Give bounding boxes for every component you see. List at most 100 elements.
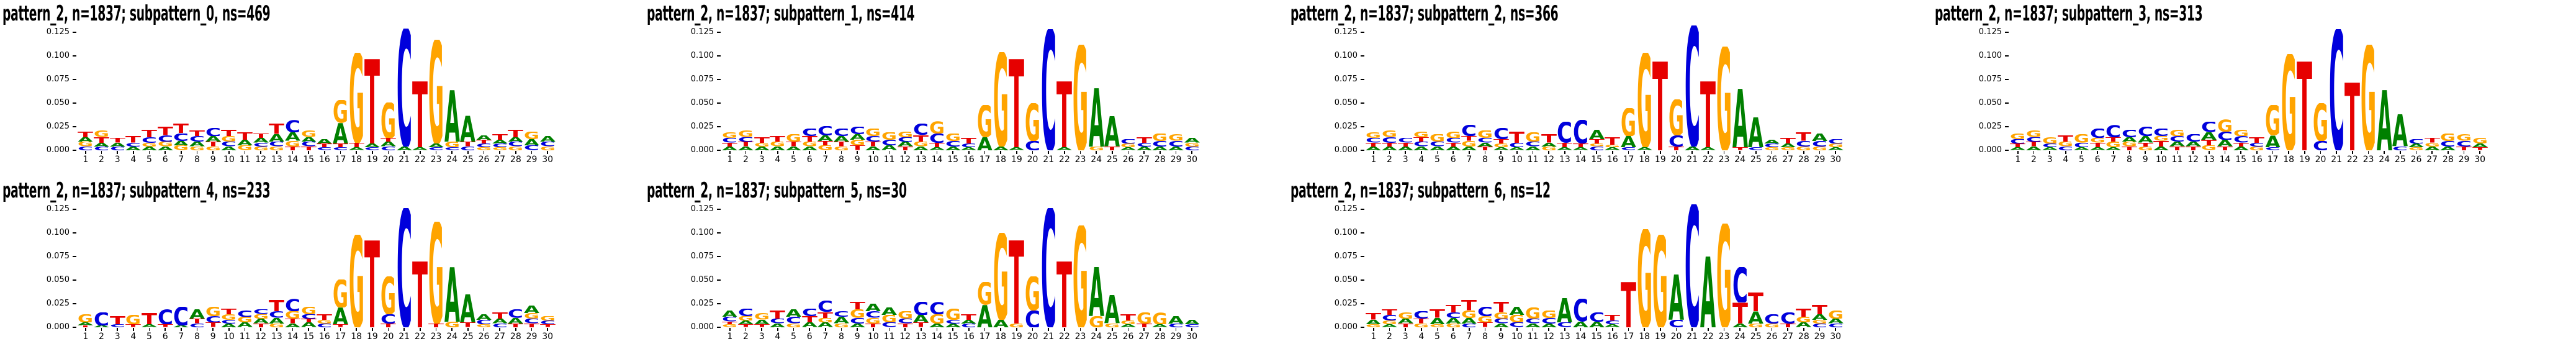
svg-text:C: C [1828, 139, 1844, 144]
logo-letter-C: C [253, 309, 269, 314]
x-tick-label: 27 [494, 155, 506, 165]
svg-text:G: G [2105, 142, 2121, 147]
svg-text:C: C [460, 147, 475, 150]
svg-text:G: G [269, 147, 284, 150]
x-tick-mark [340, 328, 341, 331]
logo-subplot-4: pattern_2, n=1837; subpattern_4, ns=233 0… [0, 177, 644, 354]
x-tick-mark [1143, 151, 1145, 154]
logo-letter-C: C [189, 324, 205, 327]
x-tick-label: 18 [1639, 155, 1651, 165]
logo-letter-A: A [2425, 147, 2440, 150]
x-tick-label: 18 [351, 332, 363, 342]
svg-text:G: G [2313, 103, 2328, 141]
svg-text:G: G [1828, 143, 1844, 147]
logo-letter-A: A [1621, 136, 1636, 147]
x-tick-label: 20 [1027, 332, 1038, 342]
svg-text:A: A [738, 147, 754, 150]
logo-letter-A: A [1461, 147, 1477, 150]
x-tick-mark [260, 328, 261, 331]
svg-text:G: G [993, 233, 1009, 320]
logo-letter-A: A [1812, 134, 1827, 141]
x-tick-label: 22 [1702, 155, 1714, 165]
logo-letter-T: T [770, 136, 785, 142]
logo-letter-T: T [317, 314, 332, 320]
logo-letter-T: T [802, 136, 817, 142]
x-tick-mark [2272, 151, 2274, 154]
svg-text:C: C [834, 311, 849, 317]
svg-text:T: T [1477, 147, 1493, 150]
x-tick-label: 27 [494, 332, 506, 342]
x-tick-label: 30 [542, 155, 554, 165]
x-tick-label: 3 [759, 155, 765, 165]
logo-letter-A: A [945, 147, 961, 150]
svg-text:C: C [2249, 143, 2264, 147]
logo-letter-C: C [2456, 141, 2472, 147]
svg-text:G: G [2249, 147, 2264, 150]
logo-letter-T: T [802, 316, 817, 323]
svg-text:G: G [722, 324, 737, 327]
svg-text:C: C [850, 318, 865, 324]
svg-text:C: C [1541, 318, 1557, 324]
svg-text:T: T [1461, 300, 1477, 311]
x-tick-label: 15 [1591, 332, 1603, 342]
logo-letter-G: G [1764, 147, 1780, 150]
svg-text:A: A [2042, 147, 2058, 150]
x-tick-mark [2352, 151, 2353, 154]
y-tick-mark [2005, 150, 2009, 151]
svg-text:A: A [1828, 319, 1844, 324]
svg-text:C: C [1446, 138, 1461, 143]
svg-text:A: A [349, 147, 364, 150]
svg-text:C: C [2201, 122, 2217, 132]
logo-letter-T: T [1796, 132, 1811, 141]
svg-text:A: A [2105, 147, 2121, 150]
logo-letter-A: A [1557, 147, 1572, 150]
x-tick-label: 11 [883, 155, 895, 165]
logo-letter-G: G [349, 235, 364, 327]
x-tick-mark [1112, 151, 1113, 154]
svg-text:C: C [94, 147, 109, 150]
x-tick-label: 16 [963, 332, 975, 342]
logo-letter-C: C [913, 302, 929, 315]
logo-letter-C: C [2090, 129, 2105, 138]
x-tick-mark [420, 328, 421, 331]
svg-text:A: A [412, 147, 428, 150]
svg-text:A: A [1137, 147, 1152, 150]
x-tick-label: 2 [743, 155, 749, 165]
y-tick-mark [73, 79, 76, 80]
logo-letter-A: A [301, 322, 317, 327]
x-tick-mark [761, 328, 762, 331]
logo-letter-C: C [2058, 147, 2073, 150]
logo-letter-C: C [2153, 129, 2169, 136]
logo-letter-T: T [189, 130, 205, 136]
logo-letter-T: T [237, 132, 253, 140]
y-tick-label: 0.050 [1334, 98, 1358, 107]
x-tick-label: 15 [2235, 155, 2247, 165]
logo-letter-A: A [1509, 307, 1524, 315]
svg-text:G: G [802, 142, 817, 147]
svg-text:T: T [158, 127, 173, 135]
y-tick-label: 0.050 [690, 275, 714, 284]
svg-text:T: T [1477, 322, 1493, 327]
logo-letter-A: A [1461, 318, 1477, 324]
logo-letter-C: C [802, 129, 817, 136]
svg-text:G: G [237, 317, 253, 322]
svg-text:T: T [221, 130, 236, 137]
svg-text:T: T [1056, 261, 1072, 327]
svg-text:A: A [1168, 316, 1184, 324]
svg-text:A: A [1780, 143, 1796, 147]
logo-letter-A: A [977, 137, 993, 150]
y-tick-mark [73, 303, 76, 304]
logo-letter-G: G [205, 307, 221, 316]
svg-text:G: G [1446, 132, 1461, 138]
x-tick-mark [133, 328, 134, 331]
svg-text:G: G [738, 316, 754, 321]
x-tick-mark [1160, 151, 1161, 154]
x-tick-mark [1723, 151, 1725, 154]
svg-text:T: T [1366, 313, 1381, 320]
svg-text:C: C [1184, 147, 1200, 150]
svg-text:T: T [333, 324, 348, 327]
logo-letter-T: T [1461, 300, 1477, 311]
svg-text:A: A [1557, 298, 1572, 323]
svg-text:A: A [2074, 147, 2089, 150]
x-tick-mark [1143, 328, 1145, 331]
